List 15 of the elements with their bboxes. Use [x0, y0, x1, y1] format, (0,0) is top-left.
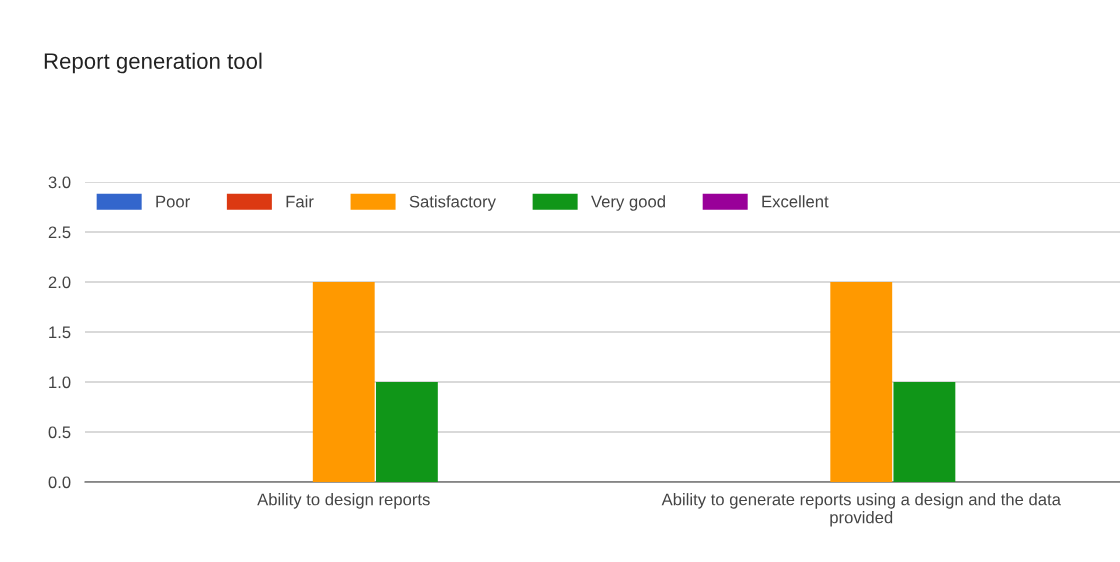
legend-label: Very good [591, 195, 665, 211]
legend-label: Excellent [762, 195, 829, 208]
y-tick-label: 2.0 [48, 276, 71, 289]
y-tick-label: 3.0 [48, 176, 71, 189]
legend-label: Poor [156, 195, 190, 208]
y-tick-label: 2.5 [48, 226, 71, 239]
y-tick-label: 0.5 [48, 426, 71, 439]
chart-title: Report generation tool [44, 52, 262, 74]
legend-label: Fair [286, 195, 314, 208]
y-tick-label: 0.0 [48, 476, 71, 489]
y-tick-label: 1.5 [49, 326, 71, 339]
x-tick-label: Ability to design reports [257, 493, 430, 509]
x-tick-label: Ability to generate reports using a design and the data provided [661, 493, 1061, 527]
y-tick-label: 1.0 [49, 376, 71, 389]
legend-label: Satisfactory [409, 195, 496, 211]
